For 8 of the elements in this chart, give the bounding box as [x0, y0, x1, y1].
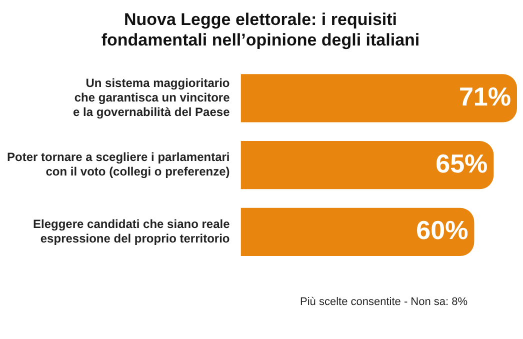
data-label: 60% [416, 215, 468, 246]
y-tick-label: Eleggere candidati che siano reale espressione del proprio territorio [33, 217, 230, 246]
data-label: 71% [458, 81, 511, 112]
text: Più scelte consentite - Non sa: 8% [300, 296, 468, 308]
y-tick-label: Poter tornare a scegliere i parlamentari con il voto (collegi o preferenze) [6, 150, 230, 179]
data-label: 65% [436, 148, 488, 178]
y-tick-label: Un sistema maggioritario che garantisca un vincitore e la governabilità del Paese [73, 76, 230, 119]
chart-title: Nuova Legge elettorale: i requisiti fondamentali nell’opinione degli italiani [101, 10, 420, 50]
